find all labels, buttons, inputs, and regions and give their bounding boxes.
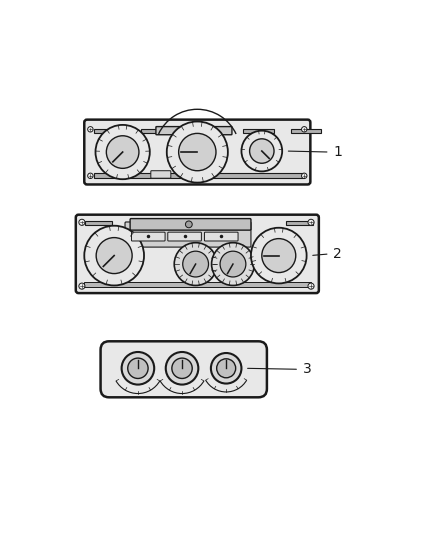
Circle shape	[166, 352, 198, 385]
Bar	[94, 128, 124, 133]
FancyBboxPatch shape	[125, 222, 251, 247]
Circle shape	[212, 243, 254, 286]
Circle shape	[250, 139, 274, 163]
Circle shape	[106, 136, 139, 168]
Circle shape	[128, 358, 148, 378]
Bar	[94, 173, 304, 178]
Circle shape	[84, 225, 144, 286]
Circle shape	[79, 283, 85, 289]
FancyBboxPatch shape	[181, 171, 201, 178]
Circle shape	[183, 251, 208, 277]
Circle shape	[241, 131, 282, 172]
FancyBboxPatch shape	[131, 232, 165, 241]
Circle shape	[301, 173, 307, 179]
Circle shape	[308, 283, 314, 289]
Circle shape	[174, 243, 217, 286]
FancyBboxPatch shape	[205, 232, 238, 241]
Circle shape	[88, 173, 93, 179]
Circle shape	[185, 221, 192, 228]
FancyBboxPatch shape	[101, 341, 267, 397]
Circle shape	[301, 127, 307, 132]
Circle shape	[217, 359, 236, 378]
Text: 2: 2	[333, 247, 342, 261]
FancyBboxPatch shape	[151, 171, 171, 178]
FancyBboxPatch shape	[76, 215, 319, 293]
Circle shape	[308, 219, 314, 225]
Circle shape	[79, 219, 85, 225]
Circle shape	[95, 125, 150, 179]
Bar	[243, 128, 274, 133]
Circle shape	[96, 238, 132, 273]
Bar	[286, 221, 313, 225]
Circle shape	[167, 122, 228, 183]
Circle shape	[220, 251, 246, 277]
Bar	[84, 282, 311, 287]
Bar	[291, 128, 321, 133]
FancyBboxPatch shape	[168, 232, 201, 241]
FancyBboxPatch shape	[84, 119, 311, 184]
Circle shape	[122, 352, 154, 385]
Text: 3: 3	[303, 362, 311, 376]
Circle shape	[172, 358, 192, 378]
Circle shape	[211, 353, 241, 384]
FancyBboxPatch shape	[130, 219, 251, 230]
FancyBboxPatch shape	[156, 127, 232, 135]
Circle shape	[88, 127, 93, 132]
Circle shape	[179, 133, 216, 171]
Bar	[141, 128, 172, 133]
Bar	[85, 221, 112, 225]
Circle shape	[262, 239, 296, 272]
Circle shape	[251, 228, 307, 284]
Text: 1: 1	[333, 145, 342, 159]
